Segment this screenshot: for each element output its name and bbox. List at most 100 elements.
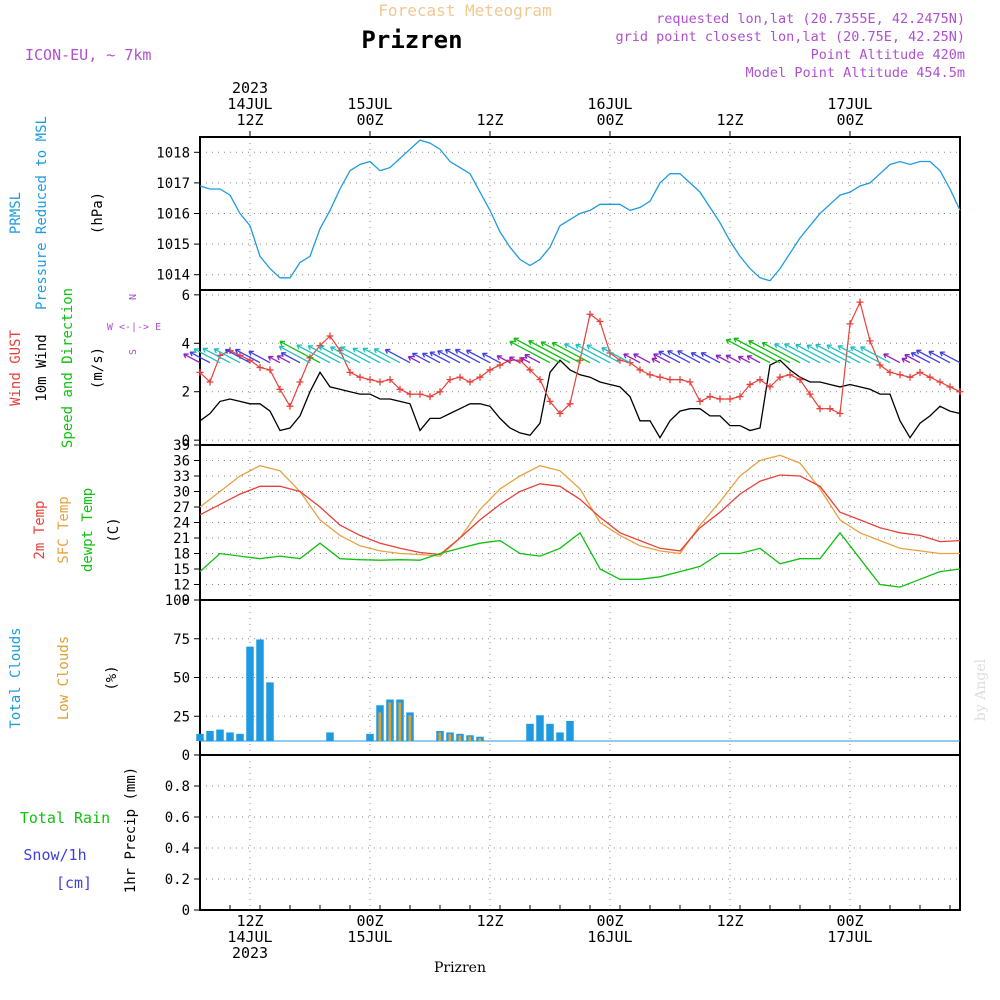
total-cloud-bar bbox=[236, 733, 244, 741]
wind-direction-arrow bbox=[444, 348, 471, 364]
wind-direction-arrow bbox=[910, 352, 931, 364]
wind-direction-arrow bbox=[411, 352, 431, 364]
y-tick-label: 50 bbox=[173, 671, 190, 687]
total-cloud-bar bbox=[206, 730, 214, 741]
bottom-time-label: 12Z bbox=[476, 912, 503, 930]
wind-direction-arrow bbox=[278, 345, 311, 364]
wind-direction-arrow bbox=[373, 348, 401, 364]
precip-unit: 1hr Precip (mm) bbox=[123, 767, 139, 893]
gust-marker bbox=[356, 373, 364, 381]
gust-marker bbox=[746, 380, 754, 388]
y-tick-label: 9 bbox=[182, 593, 190, 609]
wind-direction-arrow bbox=[651, 357, 661, 364]
top-time-label: 12Z bbox=[716, 111, 743, 129]
wind-direction-arrow bbox=[904, 354, 921, 364]
low-cloud-bar bbox=[438, 732, 442, 741]
point-altitude: Point Altitude 420m bbox=[811, 47, 965, 63]
low-cloud-bar bbox=[448, 733, 452, 741]
gust-marker bbox=[816, 405, 824, 413]
pressure-line bbox=[199, 139, 961, 282]
pressure-label-2: Pressure Reduced to MSL bbox=[34, 116, 50, 310]
gust-marker bbox=[466, 378, 474, 386]
wind-direction-arrow bbox=[213, 348, 241, 364]
gust-marker bbox=[536, 376, 544, 384]
gust-marker bbox=[766, 383, 774, 391]
wind-direction-arrow bbox=[437, 350, 461, 364]
low-cloud-bar bbox=[458, 735, 462, 741]
y-tick-label: 33 bbox=[173, 469, 190, 485]
wind-direction-arrow bbox=[528, 340, 571, 364]
gust-marker bbox=[946, 383, 954, 391]
gust-marker bbox=[936, 378, 944, 386]
wind-direction-arrow bbox=[248, 350, 271, 364]
gust-marker bbox=[876, 361, 884, 369]
gust-marker bbox=[906, 373, 914, 381]
gust-marker bbox=[856, 298, 864, 306]
model-label: ICON-EU, ~ 7km bbox=[25, 46, 151, 64]
wind-direction-arrow bbox=[276, 355, 291, 364]
pressure-label-1: PRMSL bbox=[8, 192, 24, 234]
top-time-label: 00Z bbox=[356, 111, 383, 129]
wind-direction-arrow bbox=[307, 345, 341, 364]
y-tick-label: 27 bbox=[173, 500, 190, 516]
gust-marker bbox=[296, 378, 304, 386]
bottom-time-label: 17JUL bbox=[827, 928, 872, 946]
total-cloud-bar bbox=[256, 639, 264, 741]
gust-marker bbox=[346, 368, 354, 376]
speeddir-label: Speed and Direction bbox=[60, 288, 76, 448]
wind-direction-arrow bbox=[774, 343, 811, 364]
y-tick-label: 21 bbox=[173, 531, 190, 547]
bottom-time-label: 15JUL bbox=[347, 928, 392, 946]
pressure-unit: (hPa) bbox=[90, 192, 106, 234]
wind-direction-arrow bbox=[224, 348, 251, 364]
total-cloud-bar bbox=[326, 732, 334, 741]
gust-marker bbox=[386, 376, 394, 384]
wind-direction-arrow bbox=[296, 344, 331, 364]
gust-marker bbox=[486, 366, 494, 374]
wind-direction-arrow bbox=[465, 349, 491, 364]
gust-marker bbox=[526, 366, 534, 374]
snow-label: Snow/1h bbox=[23, 846, 86, 864]
wind-direction-arrow bbox=[653, 353, 671, 364]
wind-direction-arrow bbox=[279, 340, 321, 364]
footer-location: Prizren bbox=[434, 960, 486, 976]
dewpt-line bbox=[199, 531, 961, 588]
compass-we: W <-|-> E bbox=[107, 322, 161, 333]
gust-marker bbox=[416, 390, 424, 398]
gust-marker bbox=[256, 364, 264, 371]
wind-direction-arrow bbox=[421, 352, 441, 364]
y-tick-label: 18 bbox=[173, 547, 190, 563]
wind-direction-arrow bbox=[318, 345, 351, 364]
low-cloud-bar bbox=[398, 702, 402, 741]
wind-direction-arrow bbox=[690, 352, 711, 364]
gust-marker bbox=[656, 373, 664, 381]
top-time-label: 2023 bbox=[232, 79, 268, 97]
wind-direction-arrow bbox=[520, 357, 531, 364]
wind-direction-arrow bbox=[837, 345, 871, 364]
y-tick-label: 100 bbox=[165, 593, 190, 609]
gust-marker bbox=[706, 393, 714, 401]
gust-marker bbox=[436, 388, 444, 396]
gust-marker bbox=[276, 385, 284, 393]
gust-marker bbox=[556, 410, 564, 418]
y-tick-label: 12 bbox=[173, 578, 190, 594]
y-tick-label: 36 bbox=[173, 454, 190, 470]
wind-direction-arrow bbox=[795, 343, 831, 364]
y-tick-label: 75 bbox=[173, 632, 190, 648]
y-tick-label: 0.8 bbox=[165, 779, 190, 795]
bottom-time-label: 14JUL bbox=[227, 928, 272, 946]
wind-direction-arrow bbox=[784, 343, 821, 364]
wind-direction-arrow bbox=[481, 352, 501, 364]
wind-direction-arrow bbox=[496, 355, 511, 364]
gust-marker bbox=[836, 410, 844, 418]
bottom-time-label: 12Z bbox=[716, 912, 743, 930]
low-cloud-bar bbox=[378, 712, 382, 741]
y-tick-label: 0 bbox=[182, 903, 190, 919]
bottom-time-label: 00Z bbox=[356, 912, 383, 930]
y-tick-label: 30 bbox=[173, 485, 190, 501]
wind-direction-arrow bbox=[623, 353, 641, 364]
top-time-label: 12Z bbox=[476, 111, 503, 129]
bottom-time-label: 16JUL bbox=[587, 928, 632, 946]
y-tick-label: 25 bbox=[173, 709, 190, 725]
gust-marker bbox=[326, 332, 334, 340]
